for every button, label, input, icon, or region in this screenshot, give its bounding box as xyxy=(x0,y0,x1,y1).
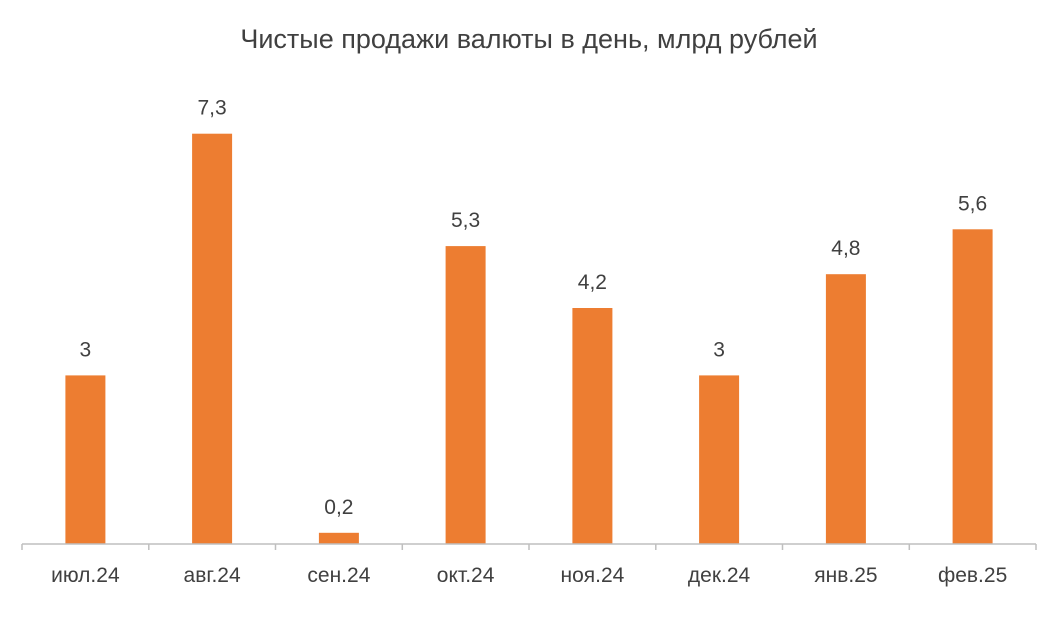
x-axis-tick-labels-group: июл.24 авг.24 сен.24 окт.24 ноя.24 дек.24 янв.… xyxy=(51,564,1007,587)
x-axis-ticks-group xyxy=(21,544,1037,550)
x-tick-label-июл.24: июл.24 xyxy=(51,564,120,587)
bar-окт.24 xyxy=(445,246,486,544)
data-label-янв.25: 4,8 xyxy=(831,237,860,260)
bar-фев.25 xyxy=(952,229,993,545)
x-tick-label-сен.24: сен.24 xyxy=(307,564,370,587)
chart-title: Чистые продажи валюты в день, млрд рубле… xyxy=(240,24,817,54)
bars-group xyxy=(65,133,993,545)
bar-авг.24 xyxy=(192,133,233,544)
x-tick-label-окт.24: окт.24 xyxy=(437,564,495,587)
x-tick-label-ноя.24: ноя.24 xyxy=(560,564,624,587)
bar-июл.24 xyxy=(65,375,106,544)
data-label-сен.24: 0,2 xyxy=(324,496,353,519)
data-label-фев.25: 5,6 xyxy=(958,192,987,215)
data-label-июл.24: 3 xyxy=(80,338,92,361)
data-labels-group: 3 7,3 0,2 5,3 4,2 3 4,8 5,6 xyxy=(80,97,988,519)
bar-ноя.24 xyxy=(572,308,613,544)
data-label-окт.24: 5,3 xyxy=(451,209,480,232)
data-label-дек.24: 3 xyxy=(713,338,725,361)
data-label-ноя.24: 4,2 xyxy=(578,271,607,294)
x-tick-label-дек.24: дек.24 xyxy=(688,564,751,587)
x-tick-label-фев.25: фев.25 xyxy=(938,564,1007,587)
x-tick-label-янв.25: янв.25 xyxy=(814,564,877,587)
data-label-авг.24: 7,3 xyxy=(197,97,226,120)
x-tick-label-авг.24: авг.24 xyxy=(184,564,241,587)
bar-дек.24 xyxy=(699,375,740,544)
bar-янв.25 xyxy=(825,274,866,544)
bar-сен.24 xyxy=(318,532,359,544)
